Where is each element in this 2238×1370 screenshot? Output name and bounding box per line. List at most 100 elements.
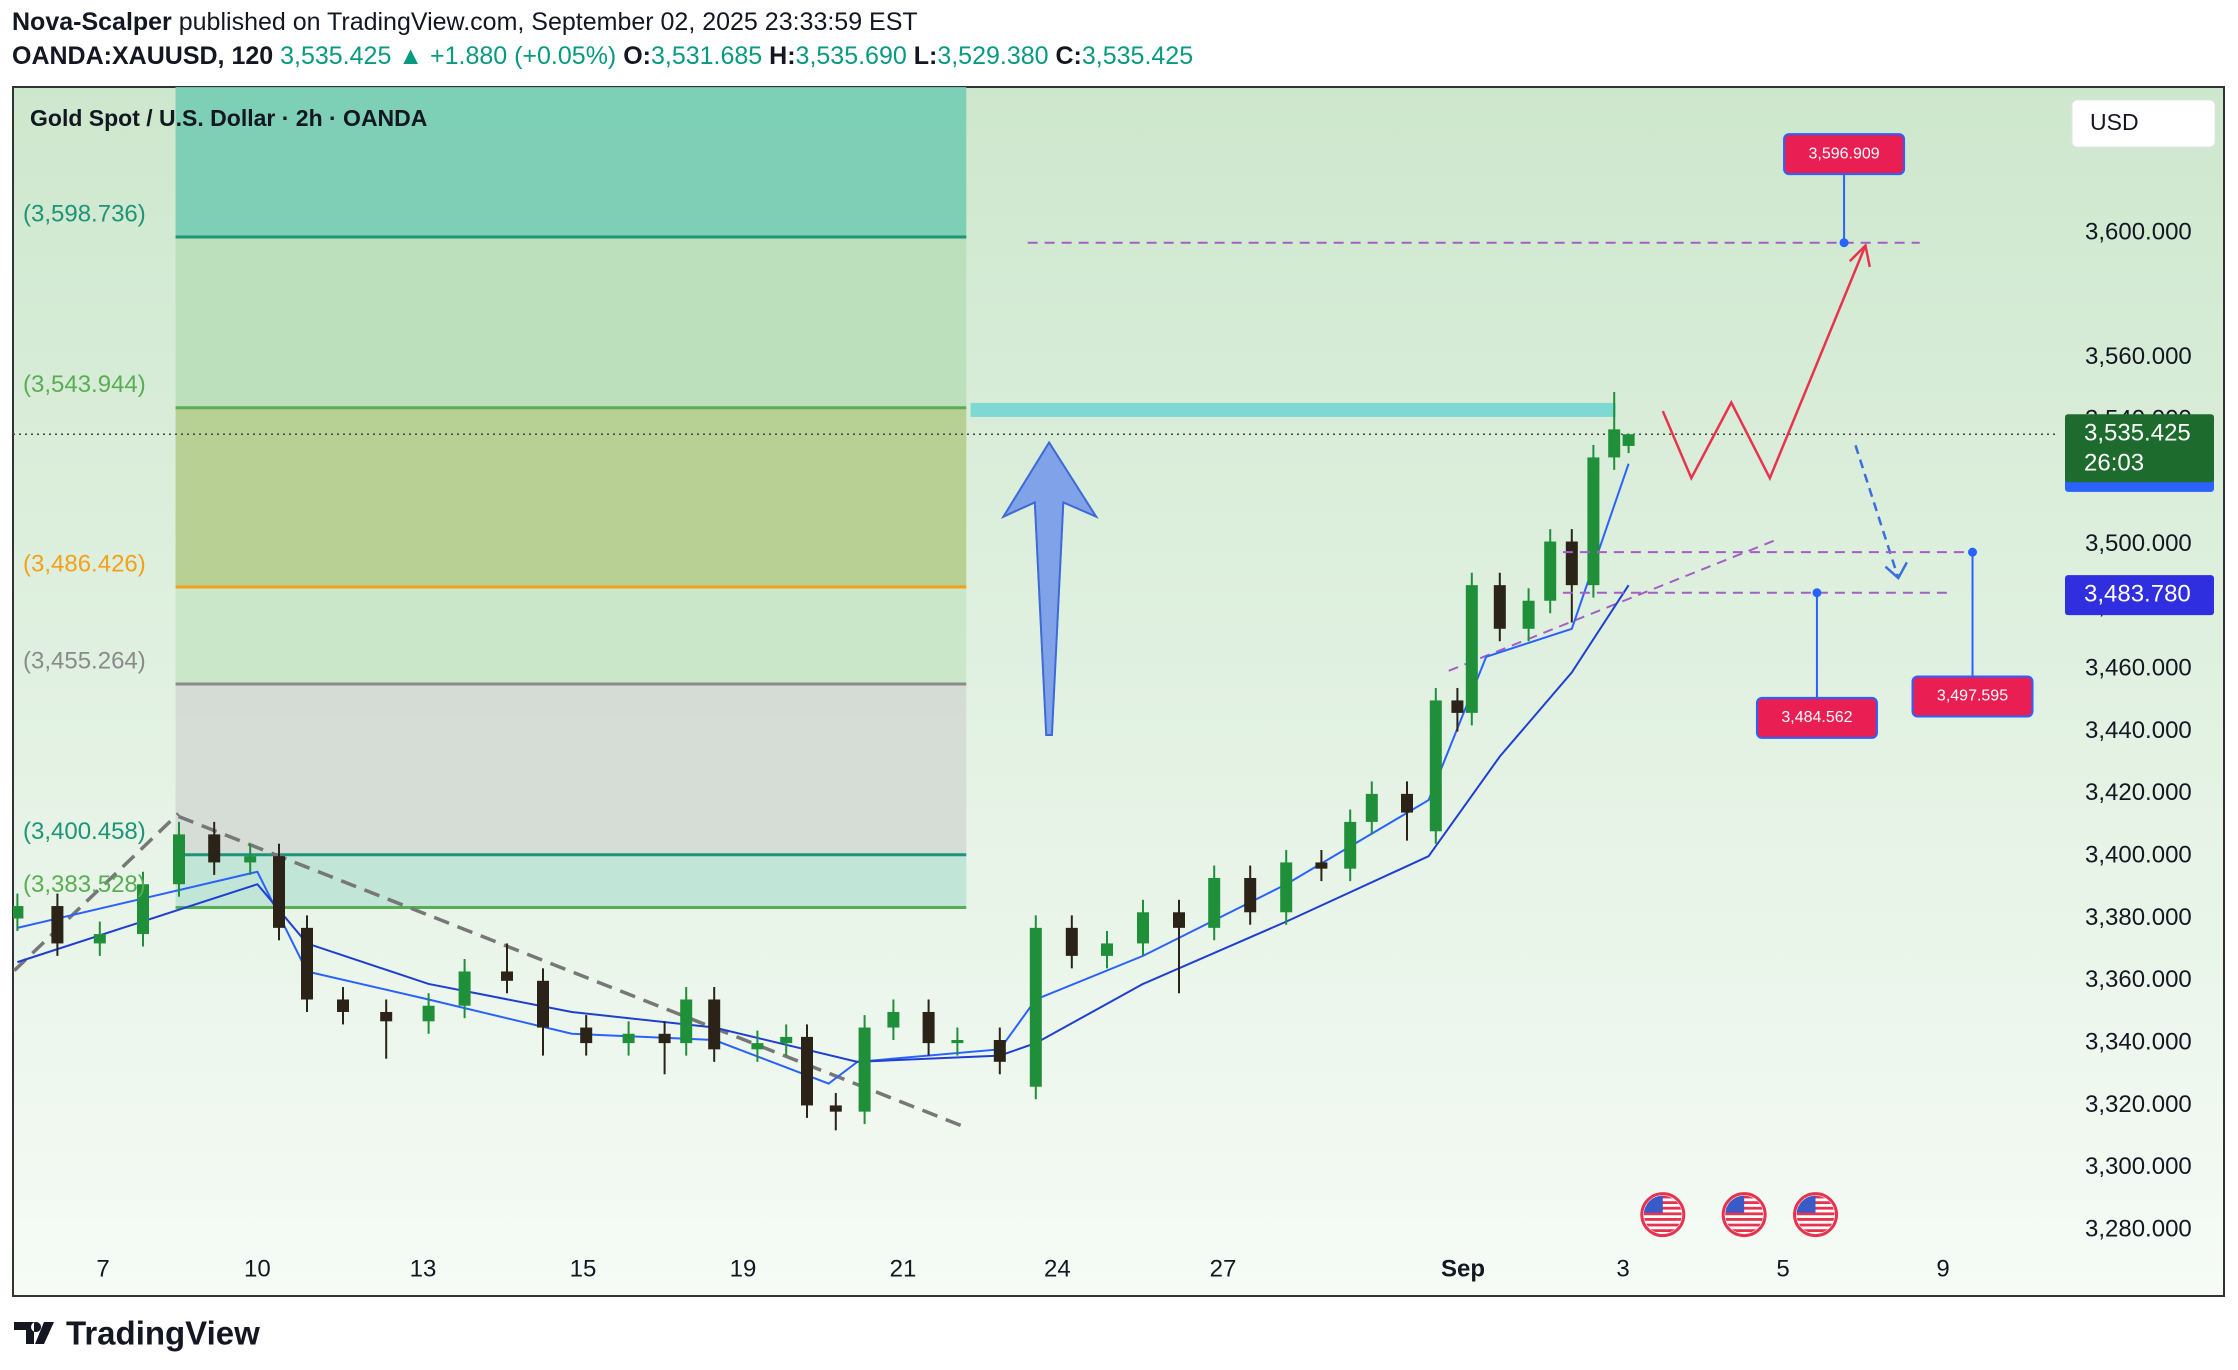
candle-body bbox=[1280, 862, 1293, 913]
level-label: (3,543.944) bbox=[23, 371, 146, 398]
y-tick-label: 3,420.000 bbox=[2085, 779, 2192, 806]
price-label: 3,535.425 bbox=[2084, 420, 2191, 447]
target-box bbox=[1783, 133, 1906, 176]
ohlc-key: L: bbox=[913, 42, 938, 70]
ohlc-value: 3,535.690 bbox=[795, 42, 907, 70]
author: Nova-Scalper bbox=[12, 8, 172, 36]
candle-body bbox=[1608, 429, 1621, 458]
ohlc-key: H: bbox=[769, 42, 796, 70]
price-countdown: 26:03 bbox=[2084, 450, 2144, 477]
candle-body bbox=[1208, 878, 1221, 928]
y-tick-label: 3,340.000 bbox=[2085, 1028, 2192, 1055]
currency: USD bbox=[2090, 109, 2139, 135]
projection-path bbox=[1661, 245, 1867, 482]
resistance-band bbox=[970, 402, 1616, 417]
candle-body bbox=[622, 1033, 635, 1044]
level-zone bbox=[175, 237, 967, 408]
candle-body bbox=[887, 1011, 900, 1028]
level-zone bbox=[175, 87, 967, 238]
candle-body bbox=[951, 1040, 964, 1044]
y-tick-label: 3,280.000 bbox=[2085, 1215, 2192, 1242]
candle-body bbox=[1101, 943, 1113, 956]
level-label: (3,598.736) bbox=[23, 200, 146, 227]
ohlc-key: O: bbox=[623, 42, 651, 70]
candle-body bbox=[1544, 541, 1557, 601]
y-tick-label: 3,320.000 bbox=[2085, 1091, 2192, 1118]
candle-body bbox=[337, 999, 349, 1012]
projection-path bbox=[1854, 444, 1900, 579]
candle-body bbox=[51, 906, 64, 944]
candle-body bbox=[1622, 434, 1635, 446]
level-zone bbox=[175, 407, 967, 587]
projection-arrowhead bbox=[1848, 242, 1871, 268]
candle-body bbox=[273, 856, 285, 928]
x-tick-label: 21 bbox=[890, 1255, 917, 1282]
x-tick-label: 27 bbox=[1210, 1255, 1237, 1282]
candle-body bbox=[1429, 700, 1442, 832]
y-tick-label: 3,440.000 bbox=[2085, 717, 2192, 744]
candle-body bbox=[829, 1105, 842, 1112]
target-dot bbox=[1839, 238, 1849, 248]
candle-body bbox=[1244, 878, 1257, 913]
currency-box bbox=[2071, 99, 2216, 148]
candle-body bbox=[922, 1011, 935, 1044]
level-label: (3,383.528) bbox=[23, 871, 146, 898]
event-flag bbox=[1721, 1192, 1767, 1238]
flag-stripe bbox=[1643, 1212, 1682, 1216]
candle-body bbox=[801, 1036, 813, 1106]
published: published on TradingView.com, September … bbox=[178, 8, 918, 36]
ohlc-value: 3,529.380 bbox=[937, 42, 1049, 70]
ohlc-value: 3,535.425 bbox=[1081, 42, 1194, 70]
x-tick-label: 9 bbox=[1936, 1255, 1949, 1282]
flag-stripe bbox=[1725, 1229, 1764, 1233]
candle-body bbox=[13, 906, 24, 919]
candle-body bbox=[1401, 793, 1413, 813]
candle-body bbox=[580, 1027, 593, 1044]
target-dot bbox=[1968, 547, 1978, 557]
trend-line bbox=[1448, 538, 1778, 672]
candle-body bbox=[208, 834, 221, 863]
x-tick-label: 10 bbox=[244, 1255, 271, 1282]
candle-body bbox=[858, 1027, 871, 1112]
candle-body bbox=[1344, 821, 1357, 869]
trend-line bbox=[13, 812, 180, 972]
x-tick-label: Sep bbox=[1441, 1255, 1485, 1282]
y-tick-label: 3,460.000 bbox=[2085, 655, 2192, 682]
event-flag bbox=[1793, 1192, 1839, 1238]
candle-body bbox=[1587, 457, 1600, 586]
candle-body bbox=[780, 1036, 793, 1044]
candle-body bbox=[1565, 541, 1578, 586]
target-label: 3,596.909 bbox=[1808, 145, 1879, 162]
level-label: (3,455.264) bbox=[23, 647, 146, 674]
y-tick-label: 3,300.000 bbox=[2085, 1153, 2192, 1180]
x-tick-label: 5 bbox=[1776, 1255, 1789, 1282]
change: +1.880 (+0.05%) bbox=[430, 42, 617, 70]
y-tick-label: 3,600.000 bbox=[2085, 218, 2192, 245]
target-label: 3,484.562 bbox=[1781, 709, 1852, 726]
candle-body bbox=[1173, 912, 1185, 928]
candle-body bbox=[1522, 600, 1535, 629]
flag-stripe bbox=[1796, 1223, 1835, 1227]
chart-title: Gold Spot / U.S. Dollar · 2h · OANDA bbox=[30, 105, 427, 131]
y-tick-label: 3,360.000 bbox=[2085, 966, 2192, 993]
ohlc-value: 3,531.685 bbox=[650, 42, 763, 70]
candle-body bbox=[1137, 912, 1149, 944]
candle-body bbox=[1029, 927, 1042, 1087]
price-label: 3,483.780 bbox=[2084, 581, 2191, 608]
candle-body bbox=[708, 999, 721, 1050]
candle-body bbox=[301, 927, 313, 1000]
projection-arrowhead bbox=[1884, 561, 1908, 581]
brand-logo bbox=[14, 1322, 54, 1344]
target-box bbox=[1911, 675, 2034, 718]
trend-line bbox=[177, 814, 967, 1130]
x-tick-label: 15 bbox=[570, 1255, 597, 1282]
candle-body bbox=[1451, 700, 1464, 713]
candle-body bbox=[380, 1011, 393, 1022]
candle-body bbox=[680, 999, 693, 1044]
candle-body bbox=[1315, 862, 1328, 869]
candle-body bbox=[501, 971, 513, 981]
flag-stripe bbox=[1725, 1223, 1764, 1227]
candle-body bbox=[1065, 927, 1078, 956]
candle-body bbox=[658, 1033, 671, 1044]
